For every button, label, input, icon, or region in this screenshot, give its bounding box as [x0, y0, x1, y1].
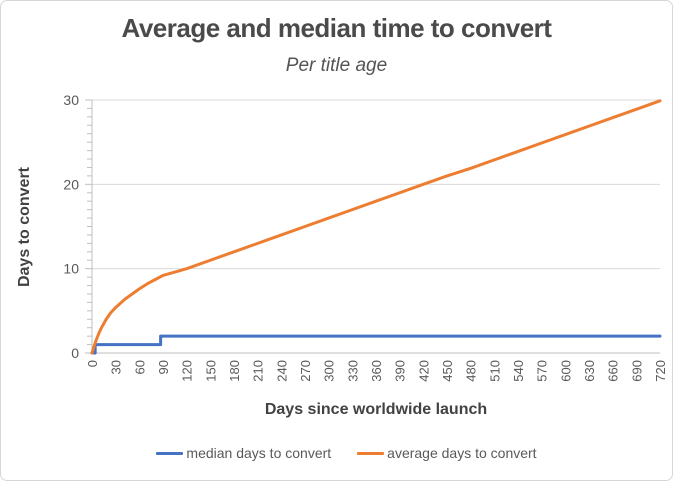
x-tick-label: 600	[558, 360, 573, 382]
median-series-swatch	[156, 451, 184, 455]
x-tick-label: 690	[629, 360, 644, 382]
x-tick-label: 510	[487, 360, 502, 382]
x-tick-label: 90	[156, 360, 171, 374]
legend-item-median: median days to convert	[156, 445, 331, 461]
x-tick-label: 30	[109, 360, 124, 374]
x-tick-label: 300	[322, 360, 337, 382]
legend: median days to convert average days to c…	[11, 445, 672, 461]
chart-subtitle: Per title age	[285, 55, 388, 76]
x-tick-label: 390	[393, 360, 408, 382]
y-tick-label: 20	[63, 176, 79, 192]
average-series-line	[90, 99, 662, 355]
chart-title: Average and median time to convert	[121, 13, 552, 43]
legend-item-average: average days to convert	[357, 445, 537, 461]
average-series-swatch	[357, 451, 385, 455]
x-tick-label: 150	[203, 360, 218, 382]
x-tick-label: 720	[653, 360, 668, 382]
y-tick-label: 10	[63, 261, 79, 277]
x-tick-label: 180	[227, 360, 242, 382]
x-tick-label: 630	[582, 360, 597, 382]
y-tick-label: 0	[71, 345, 79, 361]
x-tick-label: 60	[132, 360, 147, 374]
x-tick-label: 330	[345, 360, 360, 382]
x-tick-label: 540	[511, 360, 526, 382]
x-tick-label: 420	[416, 360, 431, 382]
y-tick-label: 30	[63, 92, 79, 108]
x-tick-label: 270	[298, 360, 313, 382]
x-axis-title: Days since worldwide launch	[264, 401, 488, 418]
legend-label-median: median days to convert	[186, 445, 332, 461]
x-tick-label: 450	[440, 360, 455, 382]
legend-label-average: average days to convert	[387, 445, 537, 461]
x-tick-label: 360	[369, 360, 384, 382]
x-tick-label: 120	[180, 360, 195, 382]
x-tick-label: 210	[251, 360, 266, 382]
y-axis-title: Days to convert	[16, 166, 33, 288]
x-tick-label: 480	[464, 360, 479, 382]
x-tick-label: 0	[85, 360, 100, 367]
median-series-line	[90, 334, 662, 355]
x-tick-label: 240	[274, 360, 289, 382]
x-tick-label: 660	[606, 360, 621, 382]
x-tick-label: 570	[535, 360, 550, 382]
